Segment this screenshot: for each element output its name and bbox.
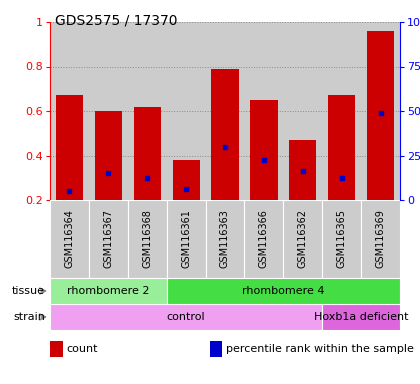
Bar [322, 22, 361, 200]
Bar [89, 22, 128, 200]
Bar [50, 304, 322, 330]
Bar [322, 200, 361, 278]
Bar [322, 304, 400, 330]
Text: percentile rank within the sample: percentile rank within the sample [226, 344, 414, 354]
Text: GSM116367: GSM116367 [103, 210, 113, 268]
Bar [50, 200, 89, 278]
Bar [284, 22, 322, 200]
Bar [244, 200, 284, 278]
Bar [244, 22, 284, 200]
Text: count: count [67, 344, 98, 354]
Bar [50, 341, 63, 357]
Text: GSM116361: GSM116361 [181, 210, 191, 268]
Bar [128, 200, 167, 278]
Text: Hoxb1a deficient: Hoxb1a deficient [314, 312, 408, 322]
Bar [328, 96, 355, 200]
Bar [50, 278, 167, 304]
Text: rhombomere 4: rhombomere 4 [242, 286, 325, 296]
Bar [367, 31, 394, 200]
Text: GSM116365: GSM116365 [337, 210, 346, 268]
Bar [205, 22, 244, 200]
Bar [211, 69, 239, 200]
Bar [250, 100, 278, 200]
Text: GSM116362: GSM116362 [298, 210, 308, 268]
Bar [289, 140, 316, 200]
Bar [167, 22, 205, 200]
Text: rhombomere 2: rhombomere 2 [67, 286, 150, 296]
Bar [50, 22, 89, 200]
Bar [205, 200, 244, 278]
Bar [361, 200, 400, 278]
Text: control: control [167, 312, 205, 322]
Bar [167, 200, 205, 278]
Bar [173, 160, 200, 200]
Text: GSM116369: GSM116369 [375, 210, 386, 268]
Bar [128, 22, 167, 200]
Bar [95, 111, 122, 200]
Text: GSM116368: GSM116368 [142, 210, 152, 268]
Text: strain: strain [13, 312, 45, 322]
Bar [56, 96, 83, 200]
Text: tissue: tissue [12, 286, 45, 296]
Text: GSM116364: GSM116364 [64, 210, 74, 268]
Text: GDS2575 / 17370: GDS2575 / 17370 [55, 14, 178, 28]
Bar [361, 22, 400, 200]
Text: GSM116363: GSM116363 [220, 210, 230, 268]
Bar [134, 106, 161, 200]
Bar [167, 278, 400, 304]
Bar [284, 200, 322, 278]
Bar [210, 341, 222, 357]
Bar [89, 200, 128, 278]
Text: GSM116366: GSM116366 [259, 210, 269, 268]
